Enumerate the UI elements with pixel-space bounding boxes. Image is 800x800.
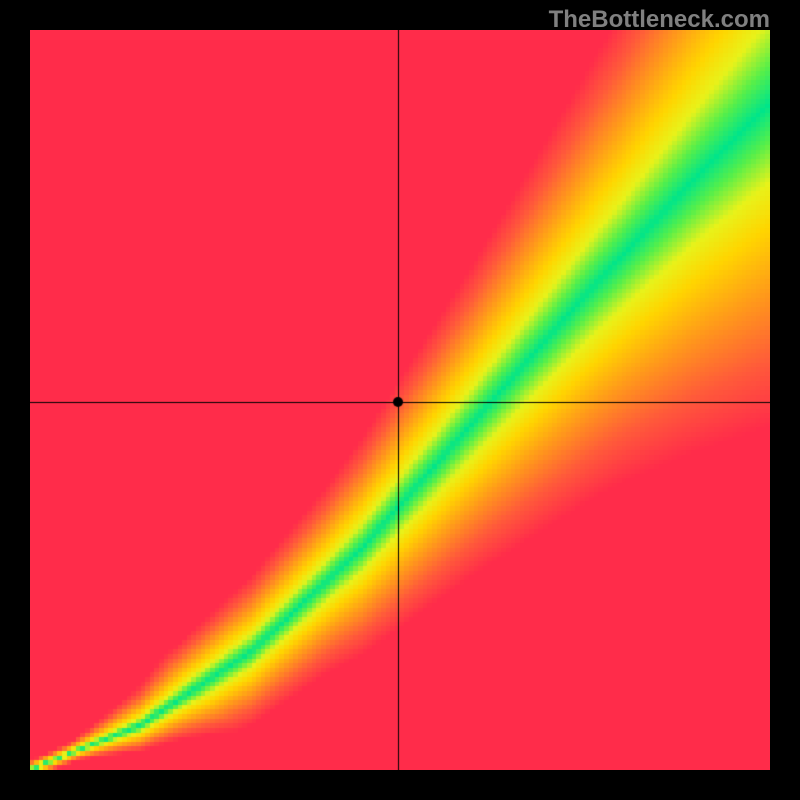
watermark-text: TheBottleneck.com — [549, 6, 770, 34]
bottleneck-heatmap-canvas — [30, 30, 770, 770]
chart-container: TheBottleneck.com — [0, 0, 800, 800]
